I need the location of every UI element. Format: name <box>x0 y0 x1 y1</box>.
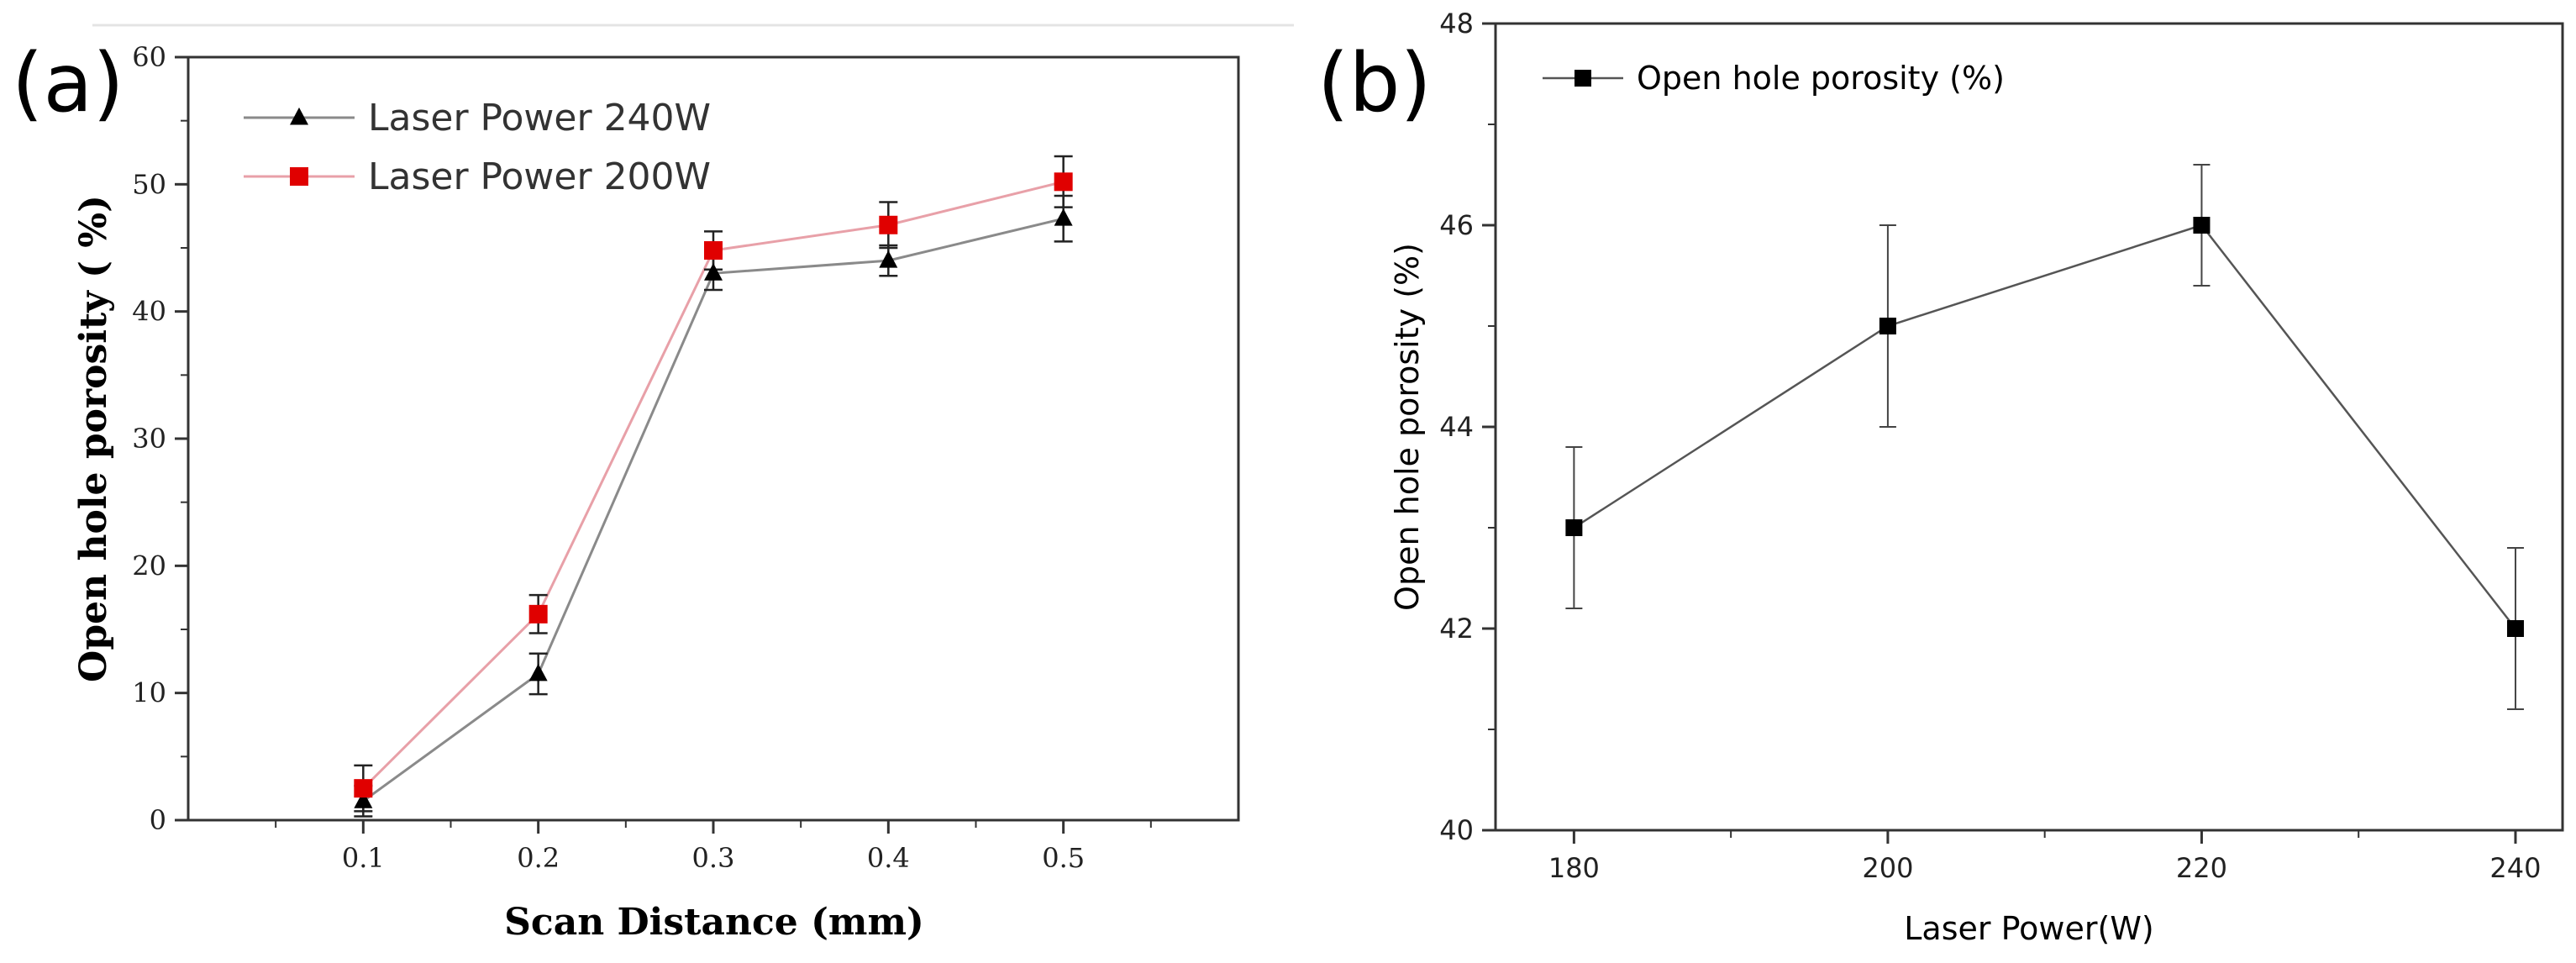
chart-b: (b) 40 42 44 46 48 180 200 220 240 Open hole po… <box>1317 8 2564 947</box>
y-tick-label-b: 48 <box>1439 8 1474 39</box>
y-axis-label-a: Open hole porosity ( %) <box>72 195 115 682</box>
x-tick-label-a: 0.2 <box>517 842 560 874</box>
x-axis-label-a: Scan Distance (mm) <box>504 901 924 944</box>
y-tick-label-a: 10 <box>132 677 166 709</box>
chart-a: (a) 0 10 20 30 40 50 60 0.1 0.2 0.3 0.4 0.5 Laser … <box>12 36 1240 944</box>
x-tick-label-b: 180 <box>1548 852 1600 884</box>
legend-label-a: Laser Power 240W <box>368 97 711 139</box>
y-tick-label-a: 50 <box>132 168 166 200</box>
data-point-a <box>528 663 548 681</box>
y-tick-label-a: 60 <box>132 41 166 73</box>
legend-label-b: Open hole porosity (%) <box>1637 60 2005 97</box>
y-tick-label-a: 30 <box>132 423 166 455</box>
panel-label-b: (b) <box>1317 36 1432 130</box>
data-point-b <box>1565 519 1583 536</box>
panel-label-a: (a) <box>12 36 124 130</box>
y-tick-label-a: 20 <box>132 550 166 581</box>
x-axis-label-b: Laser Power(W) <box>1904 910 2153 947</box>
legend-marker-a <box>290 107 308 125</box>
x-tick-label-a: 0.4 <box>867 842 910 874</box>
x-tick-label-b: 240 <box>2489 852 2541 884</box>
data-point-a <box>704 241 723 260</box>
y-tick-label-a: 0 <box>150 804 166 836</box>
data-point-b <box>2506 620 2524 637</box>
data-point-a <box>879 250 898 268</box>
data-point-b <box>1879 318 1896 334</box>
x-tick-label-b: 200 <box>1862 852 1913 884</box>
data-point-a <box>704 263 723 281</box>
y-axis-label-b: Open hole porosity (%) <box>1389 243 1426 611</box>
series-line-b <box>1573 224 2516 629</box>
legend-marker-a <box>290 167 308 186</box>
x-tick-label-a: 0.3 <box>692 842 735 874</box>
x-tick-label-a: 0.1 <box>342 842 385 874</box>
data-point-a <box>354 779 373 798</box>
y-tick-label-b: 44 <box>1439 411 1474 443</box>
data-point-a <box>1054 172 1073 192</box>
y-tick-label-b: 46 <box>1439 209 1474 241</box>
data-point-b <box>2193 217 2211 234</box>
data-point-a <box>1054 208 1073 226</box>
y-tick-label-a: 40 <box>132 296 166 328</box>
y-tick-label-b: 42 <box>1439 613 1474 645</box>
data-point-a <box>354 791 373 808</box>
data-point-a <box>879 215 898 234</box>
chart-b-frame <box>1494 22 2564 832</box>
series-line-a <box>362 217 1065 802</box>
x-tick-label-a: 0.5 <box>1042 842 1085 874</box>
legend-marker-b <box>1575 70 1591 87</box>
x-tick-label-b: 220 <box>2176 852 2227 884</box>
y-tick-label-b: 40 <box>1439 814 1474 846</box>
legend-label-a: Laser Power 200W <box>368 155 711 198</box>
chart-a-frame <box>187 55 1240 822</box>
data-point-a <box>528 604 548 624</box>
